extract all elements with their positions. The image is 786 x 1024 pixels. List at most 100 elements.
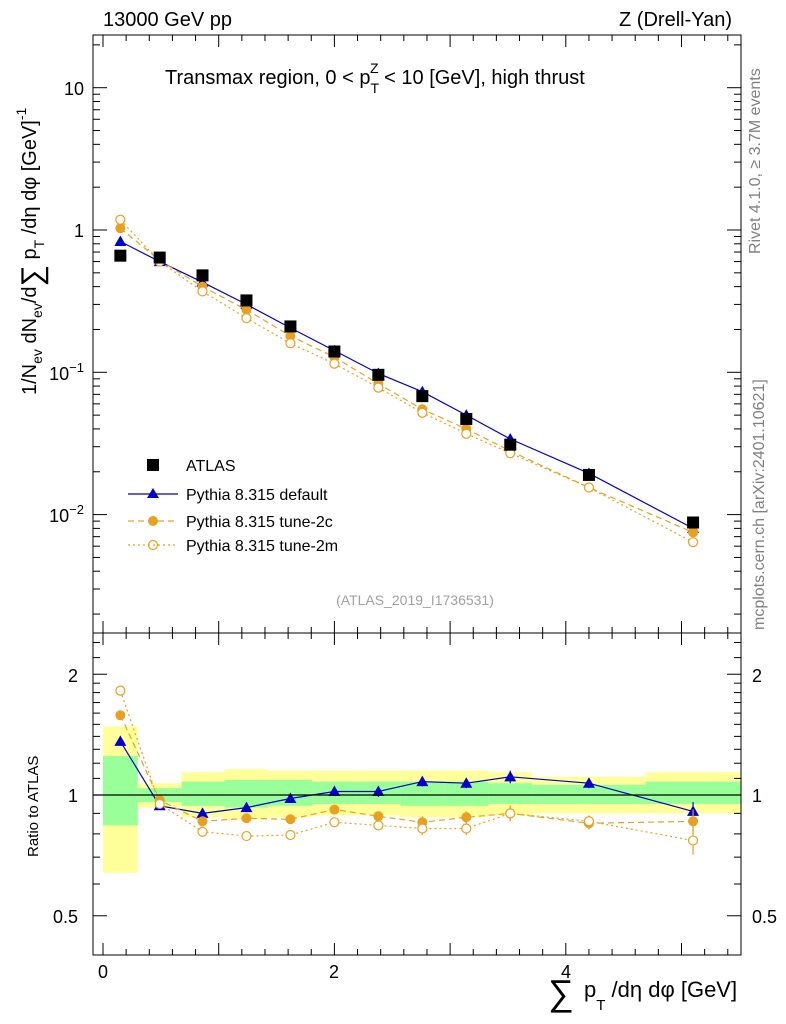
main-y-axis-label: 1/Nev dNev/d∑ pT /dη dφ [GeV]-1 xyxy=(13,107,49,395)
main-point-tune2c xyxy=(115,223,126,234)
ratio-point-tune2c xyxy=(285,814,296,825)
main-point-atlas xyxy=(284,320,297,333)
main-title: Transmax region, 0 < pTZ < 10 [GeV], hig… xyxy=(165,60,585,96)
ratio-band-inner xyxy=(645,781,741,804)
legend-marker-atlas xyxy=(147,459,159,471)
x-tick-label-2: 2 xyxy=(329,962,339,982)
ratio-band-inner xyxy=(532,784,646,804)
ratio-point-tune2m xyxy=(329,817,340,828)
main-point-tune2m xyxy=(417,407,428,418)
ratio-line-default xyxy=(119,741,694,815)
y-tick-label-0p1: 10−1 xyxy=(49,360,84,384)
legend-marker-tune2m xyxy=(147,539,159,551)
ratio-point-tune2m xyxy=(373,820,384,831)
legend-label-tune2c: Pythia 8.315 tune-2c xyxy=(186,514,333,531)
ratio-point-tune2m xyxy=(285,829,296,841)
main-point-atlas xyxy=(582,468,595,481)
main-point-tune2c xyxy=(688,527,699,538)
ratio-point-tune2c xyxy=(461,812,472,823)
ratio-y-tick-label-right-1: 1 xyxy=(752,786,762,806)
main-point-tune2m xyxy=(197,286,208,297)
main-point-tune2c xyxy=(285,330,296,341)
main-point-tune2m xyxy=(373,382,384,393)
ratio-y-tick-label-left-2: 2 xyxy=(68,666,78,686)
ratio-line-tune2m xyxy=(119,690,694,842)
main-point-tune2m xyxy=(241,313,252,324)
main-point-tune2m xyxy=(583,482,595,493)
rivet-label: Rivet 4.1.0, ≥ 3.7M events xyxy=(747,68,764,254)
ratio-y-axis-label: Ratio to ATLAS xyxy=(25,756,42,857)
ratio-y-tick-label-right-0p5: 0.5 xyxy=(752,907,777,927)
x-tick-label-0: 0 xyxy=(98,962,108,982)
svg-text:1/Nev dNev/d∑ pT /dη dφ [GeV]: 1/Nev dNev/d∑ pT /dη dφ [GeV]-1 xyxy=(13,107,49,395)
legend-label-default: Pythia 8.315 default xyxy=(186,487,328,504)
ratio-point-default xyxy=(328,785,341,797)
ratio-band-inner xyxy=(103,756,138,826)
main-line-tune2c xyxy=(120,227,694,533)
main-point-atlas xyxy=(372,368,385,381)
ratio-point-default xyxy=(114,735,127,746)
ratio-point-tune2m xyxy=(583,816,595,827)
ratio-point-tune2c xyxy=(373,811,384,822)
ratio-point-tune2m xyxy=(197,826,208,837)
main-point-atlas xyxy=(328,345,341,358)
x-axis-label: ∑ pT /dη dφ [GeV] xyxy=(548,972,737,1014)
ratio-y-tick-label-left-0p5: 0.5 xyxy=(53,907,78,927)
y-tick-label-10: 10 xyxy=(64,79,84,99)
main-point-tune2m xyxy=(115,214,126,225)
ratio-point-default xyxy=(504,770,517,782)
header-right: Z (Drell-Yan) xyxy=(619,9,732,31)
ratio-band-inner xyxy=(181,781,225,806)
main-point-tune2m xyxy=(285,338,296,349)
legend-marker-default xyxy=(147,488,159,498)
main-point-tune2m xyxy=(461,428,472,439)
main-series-group xyxy=(114,214,700,548)
ratio-point-tune2c xyxy=(115,710,126,721)
ratio-point-default xyxy=(240,801,253,813)
main-point-tune2m xyxy=(329,358,340,369)
ratio-point-tune2c xyxy=(329,804,340,815)
ratio-point-default xyxy=(196,807,209,818)
ratio-point-tune2c xyxy=(688,816,699,827)
ratio-point-tune2c xyxy=(241,813,252,824)
main-point-default xyxy=(114,235,127,247)
main-line-tune2m xyxy=(119,219,694,543)
legend-label-tune2m: Pythia 8.315 tune-2m xyxy=(186,538,338,555)
ratio-y-tick-label-left-1: 1 xyxy=(68,786,78,806)
ratio-point-tune2m xyxy=(241,830,252,842)
ratio-point-tune2m xyxy=(505,808,516,819)
ratio-y-tick-label-right-2: 2 xyxy=(752,666,762,686)
header-left: 13000 GeV pp xyxy=(103,9,232,31)
ratio-frame xyxy=(92,632,742,956)
main-line-default xyxy=(120,240,694,529)
main-point-atlas xyxy=(114,249,127,262)
x-tick-label-4: 4 xyxy=(561,962,571,982)
ratio-point-default xyxy=(460,777,473,788)
y-tick-label-0p01: 10−2 xyxy=(49,502,84,526)
main-point-atlas xyxy=(460,412,473,425)
ratio-uncertainty-bands xyxy=(103,726,741,873)
main-point-atlas xyxy=(416,390,429,403)
main-point-tune2c xyxy=(241,304,252,315)
main-point-atlas xyxy=(196,269,209,282)
main-point-atlas xyxy=(504,438,517,451)
svg-text:pT /dη dφ [GeV]: pT /dη dφ [GeV] xyxy=(584,977,737,1014)
main-point-atlas xyxy=(687,516,700,529)
legend: ATLAS Pythia 8.315 default Pythia 8.315 … xyxy=(128,458,338,555)
ratio-point-tune2m xyxy=(687,835,699,846)
ratio-point-default xyxy=(372,785,385,797)
ratio-point-tune2m xyxy=(417,823,428,834)
legend-marker-tune2c xyxy=(148,516,158,526)
axis-ticks xyxy=(93,35,741,955)
ratio-point-tune2c xyxy=(197,816,208,827)
analysis-id-watermark: (ATLAS_2019_I1736531) xyxy=(336,592,494,608)
ratio-band-inner xyxy=(488,783,533,804)
main-point-atlas xyxy=(240,294,253,307)
ratio-point-default xyxy=(416,775,429,787)
svg-text:∑: ∑ xyxy=(548,972,574,1013)
y-tick-label-1: 1 xyxy=(74,221,84,241)
ratio-series-group xyxy=(114,685,700,855)
legend-label-atlas: ATLAS xyxy=(186,458,236,475)
ratio-point-default xyxy=(284,792,297,804)
ratio-point-tune2m xyxy=(154,798,165,810)
